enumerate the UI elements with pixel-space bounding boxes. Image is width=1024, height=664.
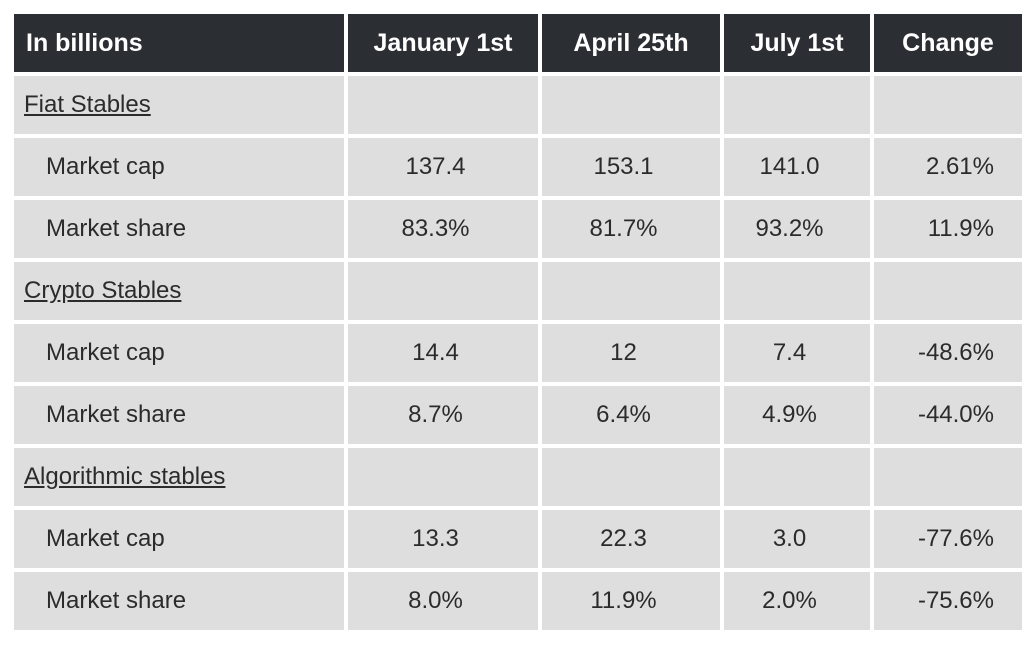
empty-cell xyxy=(724,262,870,320)
cell-jan: 137.4 xyxy=(348,138,538,196)
cell-jul: 4.9% xyxy=(724,386,870,444)
cell-jan: 8.0% xyxy=(348,572,538,630)
table-row: Market cap 14.4 12 7.4 -48.6% xyxy=(14,324,1022,382)
cell-change: -77.6% xyxy=(874,510,1022,568)
row-label: Market share xyxy=(14,200,344,258)
section-title: Fiat Stables xyxy=(14,76,344,134)
empty-cell xyxy=(542,448,720,506)
empty-cell xyxy=(542,262,720,320)
section-title: Crypto Stables xyxy=(14,262,344,320)
col-january: January 1st xyxy=(348,14,538,72)
cell-apr: 6.4% xyxy=(542,386,720,444)
row-label: Market cap xyxy=(14,138,344,196)
col-label: In billions xyxy=(14,14,344,72)
table-header: In billions January 1st April 25th July … xyxy=(14,14,1022,72)
col-april: April 25th xyxy=(542,14,720,72)
row-label: Market share xyxy=(14,572,344,630)
table-row: Market share 8.7% 6.4% 4.9% -44.0% xyxy=(14,386,1022,444)
cell-jul: 7.4 xyxy=(724,324,870,382)
table-row: Market share 83.3% 81.7% 93.2% 11.9% xyxy=(14,200,1022,258)
cell-apr: 153.1 xyxy=(542,138,720,196)
empty-cell xyxy=(348,448,538,506)
cell-jan: 14.4 xyxy=(348,324,538,382)
cell-jan: 83.3% xyxy=(348,200,538,258)
cell-apr: 11.9% xyxy=(542,572,720,630)
cell-jul: 2.0% xyxy=(724,572,870,630)
row-label: Market cap xyxy=(14,510,344,568)
empty-cell xyxy=(724,448,870,506)
empty-cell xyxy=(874,448,1022,506)
row-label: Market cap xyxy=(14,324,344,382)
table-row: Market cap 13.3 22.3 3.0 -77.6% xyxy=(14,510,1022,568)
empty-cell xyxy=(724,76,870,134)
section-title: Algorithmic stables xyxy=(14,448,344,506)
col-july: July 1st xyxy=(724,14,870,72)
empty-cell xyxy=(542,76,720,134)
empty-cell xyxy=(874,76,1022,134)
cell-change: -44.0% xyxy=(874,386,1022,444)
cell-change: -48.6% xyxy=(874,324,1022,382)
cell-apr: 81.7% xyxy=(542,200,720,258)
section-row: Algorithmic stables xyxy=(14,448,1022,506)
cell-change: 2.61% xyxy=(874,138,1022,196)
cell-change: 11.9% xyxy=(874,200,1022,258)
stablecoin-table: In billions January 1st April 25th July … xyxy=(10,10,1024,634)
section-row: Fiat Stables xyxy=(14,76,1022,134)
table-row: Market share 8.0% 11.9% 2.0% -75.6% xyxy=(14,572,1022,630)
table-row: Market cap 137.4 153.1 141.0 2.61% xyxy=(14,138,1022,196)
col-change: Change xyxy=(874,14,1022,72)
table-body: Fiat Stables Market cap 137.4 153.1 141.… xyxy=(14,76,1022,630)
empty-cell xyxy=(348,76,538,134)
cell-apr: 12 xyxy=(542,324,720,382)
empty-cell xyxy=(874,262,1022,320)
cell-apr: 22.3 xyxy=(542,510,720,568)
section-row: Crypto Stables xyxy=(14,262,1022,320)
cell-jan: 8.7% xyxy=(348,386,538,444)
row-label: Market share xyxy=(14,386,344,444)
cell-jul: 141.0 xyxy=(724,138,870,196)
cell-change: -75.6% xyxy=(874,572,1022,630)
cell-jul: 3.0 xyxy=(724,510,870,568)
empty-cell xyxy=(348,262,538,320)
cell-jan: 13.3 xyxy=(348,510,538,568)
cell-jul: 93.2% xyxy=(724,200,870,258)
